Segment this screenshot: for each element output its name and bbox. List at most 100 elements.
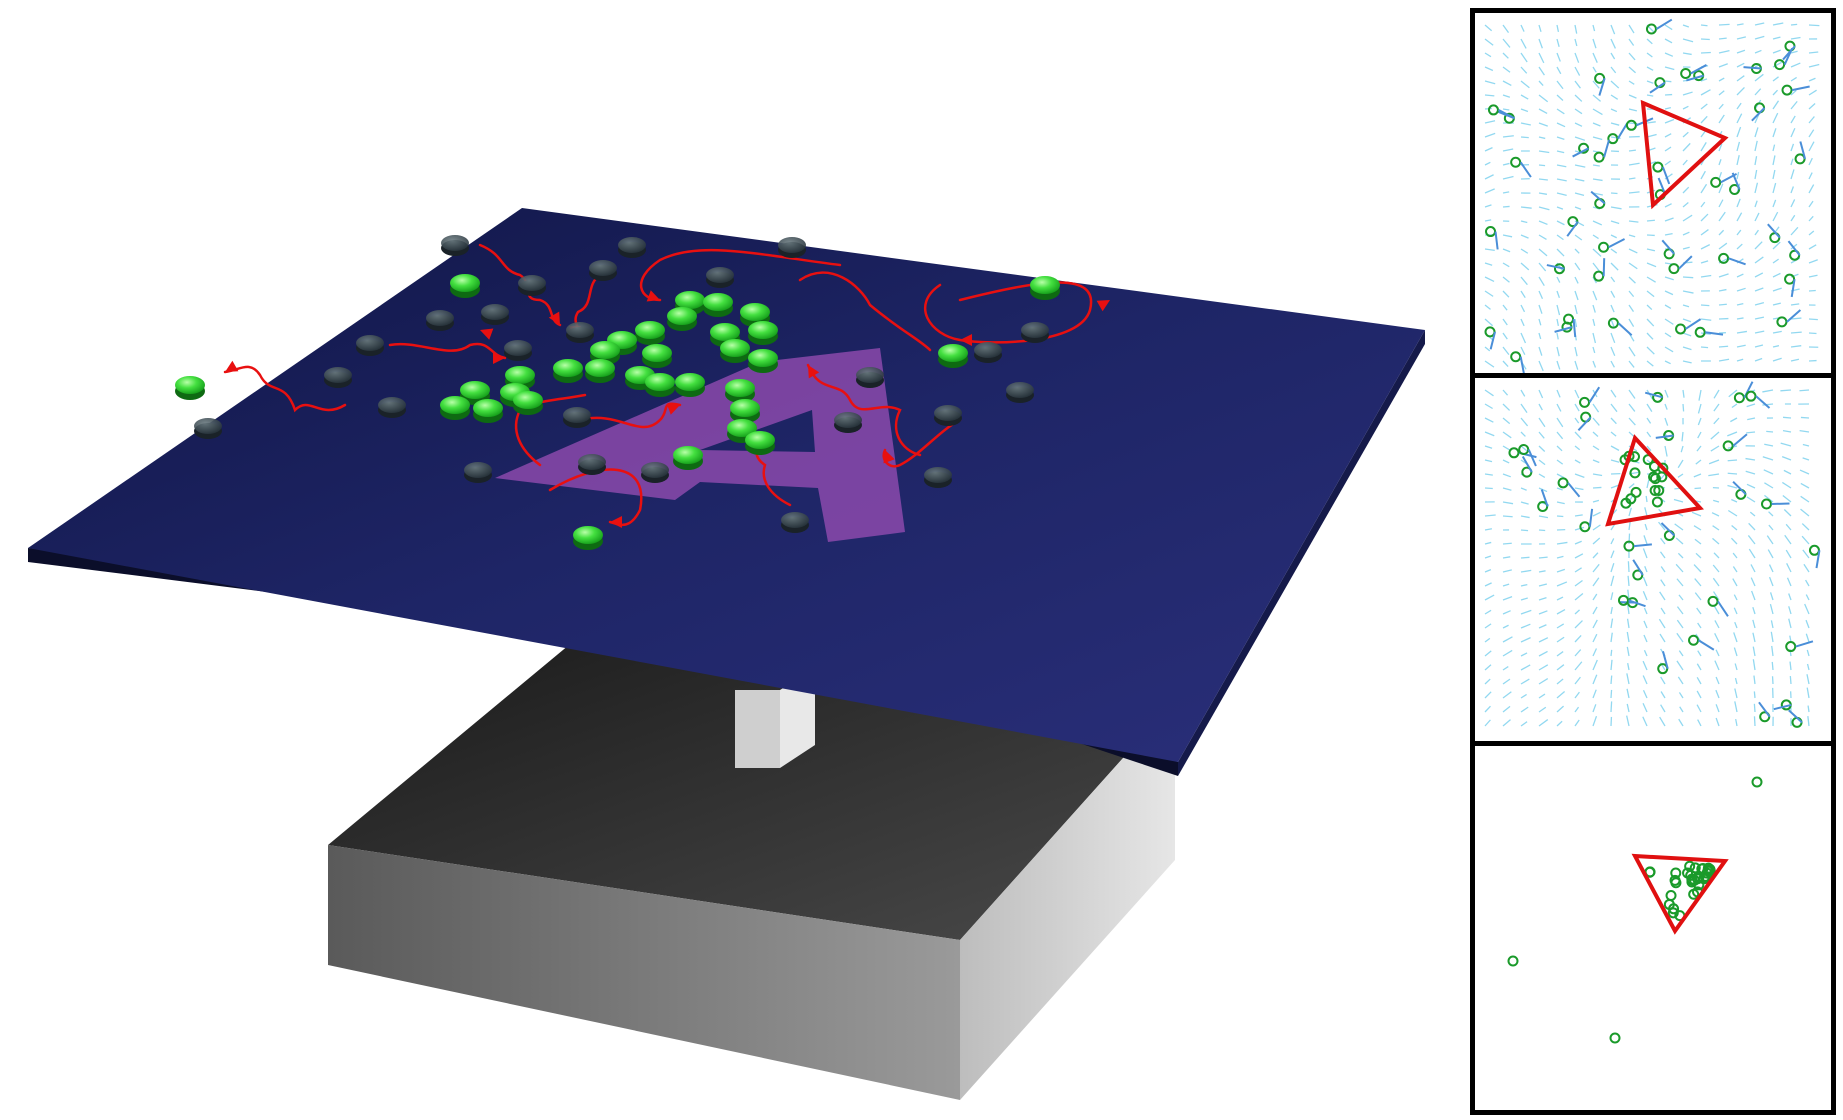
particle-marker [1669, 874, 1681, 886]
particle-marker [1598, 241, 1610, 253]
active-particle [513, 391, 543, 415]
inactive-particle [856, 367, 884, 388]
active-particle [667, 307, 697, 331]
particle-marker [1593, 151, 1605, 163]
trajectory-arrowhead [666, 403, 680, 415]
inactive-particle [974, 342, 1002, 363]
particle-marker [1781, 84, 1793, 96]
particle-marker [1785, 641, 1797, 653]
trajectory-line [223, 365, 347, 413]
particle-marker [1620, 497, 1632, 509]
particle-marker [1645, 23, 1657, 35]
active-particle [675, 291, 705, 315]
particle-marker [1630, 486, 1642, 498]
panel-flow-field-focusing [1470, 373, 1836, 746]
particle-marker [1689, 862, 1701, 874]
trajectory-line [639, 248, 842, 302]
inactive-particle [924, 467, 952, 488]
inactive-particle [1021, 322, 1049, 343]
particle-marker [1508, 447, 1520, 459]
trajectory-line [806, 363, 922, 457]
inactive-particle [324, 367, 352, 388]
particle-marker [1776, 316, 1788, 328]
trajectory-arrowhead [225, 360, 239, 372]
particle-marker [1557, 477, 1569, 489]
particle-marker [1710, 176, 1722, 188]
active-particle [642, 344, 672, 368]
trajectory-arrowhead [646, 290, 660, 302]
inactive-particle [464, 462, 492, 483]
inactive-particle [426, 310, 454, 331]
particle-marker [1774, 59, 1786, 71]
trajectory-arrowhead [480, 328, 494, 340]
flow-field-arrows [1484, 389, 1810, 727]
particle-marker [1694, 326, 1706, 338]
letter-a-pattern [495, 348, 905, 542]
active-particle [725, 379, 755, 403]
particle-marker [1684, 860, 1696, 872]
plate-edge [28, 548, 1178, 776]
particle-marker [1670, 867, 1682, 879]
particle-marker [1653, 484, 1665, 496]
inactive-particle [563, 407, 591, 428]
inactive-particle [378, 397, 406, 418]
particle-marker [1791, 716, 1803, 728]
base-front-face [328, 845, 960, 1100]
particle-marker [1667, 907, 1679, 919]
particle-marker [1579, 396, 1591, 408]
target-triangle [1640, 99, 1729, 210]
inactive-particle [356, 335, 384, 356]
particle-marker [1668, 903, 1680, 915]
particle-marker [1484, 326, 1496, 338]
inactive-particle [1006, 382, 1034, 403]
particle-marker [1648, 471, 1660, 483]
particle-markers [1484, 18, 1810, 373]
active-particle [440, 396, 470, 420]
particle-marker [1652, 161, 1664, 173]
particle-marker [1629, 467, 1641, 479]
active-particle [748, 321, 778, 345]
particle-marker [1485, 226, 1497, 238]
particle-marker [1700, 870, 1712, 882]
particle-marker [1665, 890, 1677, 902]
active-particle [645, 373, 675, 397]
inactive-particle [618, 237, 646, 258]
inactive-particle [481, 304, 509, 325]
active-particle [745, 431, 775, 455]
base-side-face [960, 700, 1175, 1100]
plate-edge-right [1178, 330, 1425, 776]
panel-flow-field-initial [1470, 8, 1836, 378]
particle-marker [1761, 498, 1773, 510]
trajectory-line [388, 342, 507, 360]
particle-marker [1649, 473, 1661, 485]
active-particle [703, 293, 733, 317]
inactive-particle [934, 405, 962, 426]
particle-markers [1507, 776, 1763, 1044]
particle-marker [1688, 888, 1700, 900]
active-particle [730, 399, 760, 423]
active-particle [553, 359, 583, 383]
particle-marker [1649, 485, 1661, 497]
particle-marker [1808, 544, 1820, 556]
target-triangle [1631, 853, 1729, 935]
trajectory-arrowhead [883, 450, 895, 464]
particle-marker [1693, 871, 1705, 883]
particle-marker [1733, 392, 1745, 404]
inactive-particle [706, 267, 734, 288]
particle-marker [1579, 521, 1591, 533]
particles [175, 235, 1060, 550]
particle-marker [1609, 1032, 1621, 1044]
particle-marker [1510, 156, 1522, 168]
inactive-particle [504, 340, 532, 361]
particle-marker [1510, 351, 1522, 363]
particle-marker [1607, 133, 1619, 145]
pillar [735, 690, 780, 768]
active-particle [635, 321, 665, 345]
inactive-particle [518, 275, 546, 296]
particle-marker [1507, 955, 1519, 967]
particle-marker [1593, 270, 1605, 282]
flow-field-plot [1484, 18, 1820, 373]
active-particle [675, 373, 705, 397]
particle-marker [1563, 313, 1575, 325]
particle-marker [1487, 104, 1499, 116]
